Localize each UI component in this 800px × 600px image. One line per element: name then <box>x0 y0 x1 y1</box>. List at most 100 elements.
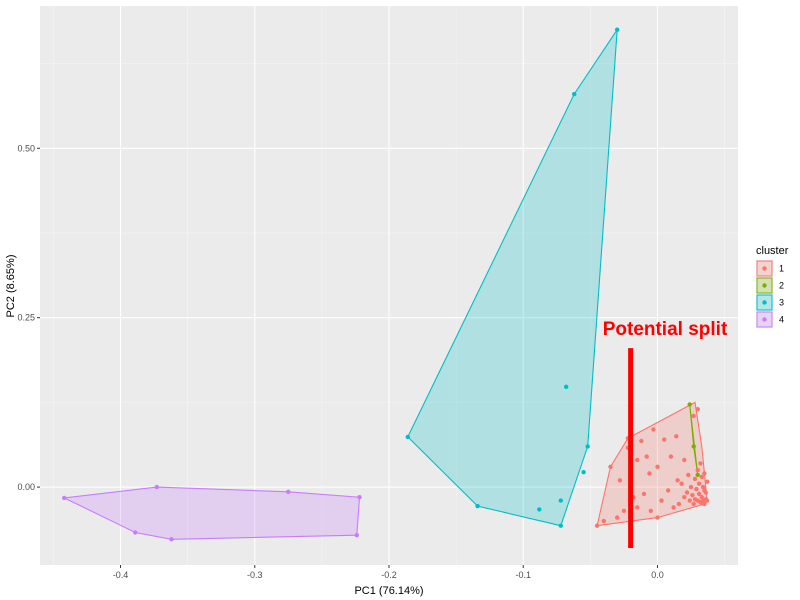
point-cluster-4 <box>61 495 67 501</box>
y-tick-label: 0.50 <box>17 143 35 153</box>
point-cluster-1 <box>686 472 691 478</box>
point-cluster-1 <box>692 476 698 482</box>
hull-cluster-1 <box>596 401 708 527</box>
legend-label: 3 <box>779 298 784 308</box>
y-axis-title: PC2 (8.65%) <box>5 255 17 318</box>
point-cluster-4 <box>169 537 174 542</box>
point-cluster-2 <box>691 444 696 449</box>
point-cluster-1 <box>688 484 694 490</box>
point-cluster-1 <box>647 471 652 476</box>
point-cluster-3 <box>475 503 480 509</box>
hull-cluster-2 <box>689 404 699 475</box>
point-cluster-1 <box>615 515 620 520</box>
point-cluster-1 <box>635 505 640 510</box>
x-tick-label: -0.3 <box>247 570 263 580</box>
point-cluster-1 <box>682 457 687 463</box>
grid-major <box>40 6 738 565</box>
legend-title: cluster <box>756 245 789 257</box>
point-cluster-1 <box>644 454 649 459</box>
point-cluster-3 <box>558 498 563 503</box>
point-cluster-1 <box>695 467 700 473</box>
point-cluster-1 <box>696 491 702 497</box>
point-cluster-1 <box>648 508 653 513</box>
point-cluster-1 <box>594 523 600 528</box>
point-cluster-1 <box>699 501 704 506</box>
y-axis: 0.00 0.25 0.50 <box>17 143 40 492</box>
point-cluster-3 <box>564 384 569 389</box>
point-cluster-3 <box>615 27 620 32</box>
y-tick-label: 0.25 <box>17 313 35 323</box>
point-cluster-1 <box>659 498 664 503</box>
legend: cluster 1 2 3 4 <box>756 245 789 328</box>
point-cluster-1 <box>668 454 674 459</box>
legend-point-4 <box>762 317 767 322</box>
point-cluster-1 <box>704 498 710 503</box>
point-cluster-1 <box>694 486 699 492</box>
point-cluster-1 <box>695 407 700 412</box>
point-cluster-1 <box>674 434 679 439</box>
point-cluster-4 <box>354 533 359 538</box>
point-cluster-1 <box>617 478 623 483</box>
point-cluster-1 <box>698 461 703 466</box>
point-cluster-1 <box>671 505 676 510</box>
point-cluster-2 <box>687 402 692 407</box>
annotation-text: Potential split <box>603 319 728 340</box>
point-cluster-4 <box>133 530 138 535</box>
point-cluster-1 <box>621 508 627 513</box>
hull-cluster-4 <box>62 486 361 540</box>
x-tick-label: 0.0 <box>651 570 664 580</box>
point-cluster-3 <box>405 434 410 440</box>
point-cluster-1 <box>690 493 695 498</box>
point-cluster-1 <box>655 515 660 520</box>
legend-point-1 <box>762 266 767 271</box>
point-cluster-1 <box>700 484 706 490</box>
x-tick-label: -0.1 <box>515 570 531 580</box>
x-tick-label: -0.4 <box>113 570 129 580</box>
point-cluster-1 <box>702 471 707 476</box>
point-cluster-4 <box>357 495 362 500</box>
point-cluster-1 <box>699 495 704 500</box>
point-cluster-3 <box>581 470 586 475</box>
legend-label: 4 <box>779 315 784 325</box>
point-cluster-1 <box>675 478 680 483</box>
point-cluster-1 <box>601 518 606 524</box>
point-cluster-2 <box>695 472 700 478</box>
point-cluster-3 <box>537 507 542 512</box>
point-cluster-3 <box>558 523 563 528</box>
x-axis: -0.4 -0.3 -0.2 -0.1 0.0 <box>113 565 664 580</box>
x-tick-label: -0.2 <box>381 570 397 580</box>
point-cluster-1 <box>651 427 656 432</box>
point-cluster-1 <box>635 457 640 463</box>
point-cluster-1 <box>676 501 682 507</box>
point-cluster-3 <box>572 91 577 97</box>
point-cluster-1 <box>687 498 692 503</box>
point-cluster-1 <box>666 488 671 493</box>
cluster-hulls <box>62 27 708 540</box>
point-cluster-1 <box>704 479 710 484</box>
point-cluster-1 <box>703 490 708 495</box>
point-cluster-3 <box>585 444 590 449</box>
point-cluster-1 <box>691 413 696 419</box>
point-cluster-4 <box>286 489 291 494</box>
grid-minor <box>40 6 738 565</box>
data-points <box>61 27 710 542</box>
y-tick-label: 0.00 <box>17 482 35 492</box>
point-cluster-1 <box>699 474 704 480</box>
point-cluster-1 <box>662 437 667 442</box>
legend-point-2 <box>762 283 767 288</box>
point-cluster-1 <box>691 501 696 507</box>
point-cluster-1 <box>684 490 690 495</box>
annotation: Potential split <box>603 319 728 549</box>
point-cluster-1 <box>682 495 687 500</box>
point-cluster-1 <box>608 464 613 469</box>
point-cluster-1 <box>639 438 644 444</box>
point-cluster-4 <box>154 484 159 490</box>
point-cluster-1 <box>655 464 660 469</box>
legend-label: 1 <box>779 264 784 274</box>
x-axis-title: PC1 (76.14%) <box>354 585 423 597</box>
legend-point-3 <box>762 300 767 305</box>
point-cluster-1 <box>696 481 702 486</box>
point-cluster-1 <box>679 481 684 486</box>
point-cluster-1 <box>641 491 647 497</box>
